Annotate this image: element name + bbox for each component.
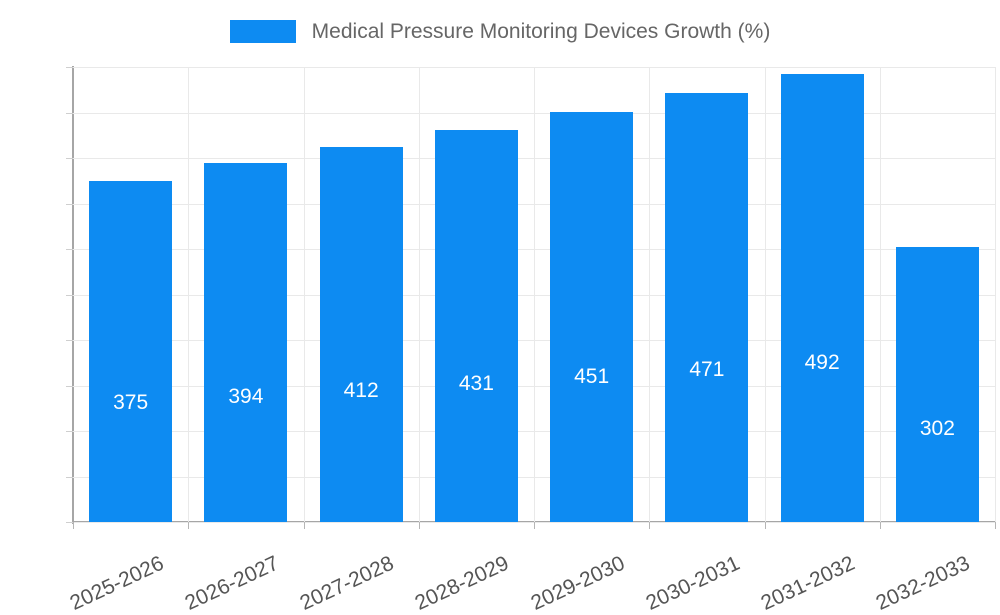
bar-chart: Medical Pressure Monitoring Devices Grow… [0,14,1000,615]
x-axis-tick-mark [765,522,766,529]
legend-color-swatch-icon [229,19,296,43]
plot-area: 0501001502002503003504004505002025-20262… [66,67,996,615]
bar[interactable] [434,129,518,522]
bar-value-label: 431 [458,371,494,395]
x-axis-tick-label: 2031-2032 [757,551,859,615]
gridline-vertical [765,67,766,522]
y-axis-tick-mark [66,249,73,250]
x-axis-tick-label: 2028-2029 [411,551,513,615]
x-axis-tick-label: 2026-2027 [181,551,283,615]
legend-item-label: Medical Pressure Monitoring Devices Grow… [311,19,771,43]
gridline-vertical [304,67,305,522]
chart-legend: Medical Pressure Monitoring Devices Grow… [0,14,1000,48]
gridline-vertical [995,67,996,522]
x-axis-tick-label: 2029-2030 [527,551,628,615]
gridline-vertical [880,67,881,522]
gridline-vertical [649,67,650,522]
bar-value-label: 394 [228,384,264,408]
bar-value-label: 302 [919,416,955,440]
bar[interactable] [895,247,979,522]
x-axis-tick-mark [534,522,535,529]
bar[interactable] [665,93,749,522]
y-axis-tick-mark [66,522,73,523]
y-axis-tick-mark [66,431,73,432]
x-axis-tick-mark [73,522,74,529]
x-axis-tick-mark [995,522,996,529]
gridline-vertical [188,67,189,522]
y-axis-tick-mark [66,340,73,341]
bar-value-label: 451 [574,365,610,389]
gridline-vertical [534,67,535,522]
bar-value-label: 412 [343,378,379,402]
x-axis-tick-mark [880,522,881,529]
x-axis-tick-label: 2032-2033 [872,551,974,615]
x-axis-tick-label: 2027-2028 [296,551,398,615]
x-axis-tick-mark [419,522,420,529]
x-axis-tick-mark [649,522,650,529]
x-axis-tick-label: 2030-2031 [642,551,744,615]
x-axis-tick-mark [304,522,305,529]
y-axis-tick-mark [66,203,73,205]
bar[interactable] [89,180,173,522]
bar[interactable] [204,163,288,522]
y-axis-tick-mark [66,385,73,387]
x-axis-tick-label: 2025-2026 [66,551,167,615]
y-axis-tick-mark [66,112,73,114]
gridline-vertical [419,67,420,522]
bar[interactable] [319,147,403,522]
legend-item-medical-pressure-monitoring-devices-growth[interactable]: Medical Pressure Monitoring Devices Grow… [229,19,771,43]
bar[interactable] [780,74,864,522]
bar-value-label: 471 [689,358,725,382]
bar[interactable] [550,111,634,522]
bar-value-label: 375 [113,391,149,415]
y-axis-tick-mark [66,294,73,296]
y-axis-tick-mark [66,158,73,159]
y-axis-tick-mark [66,476,73,478]
y-axis-tick-mark [66,67,73,68]
bar-value-label: 492 [804,350,840,374]
x-axis-tick-mark [188,522,189,529]
